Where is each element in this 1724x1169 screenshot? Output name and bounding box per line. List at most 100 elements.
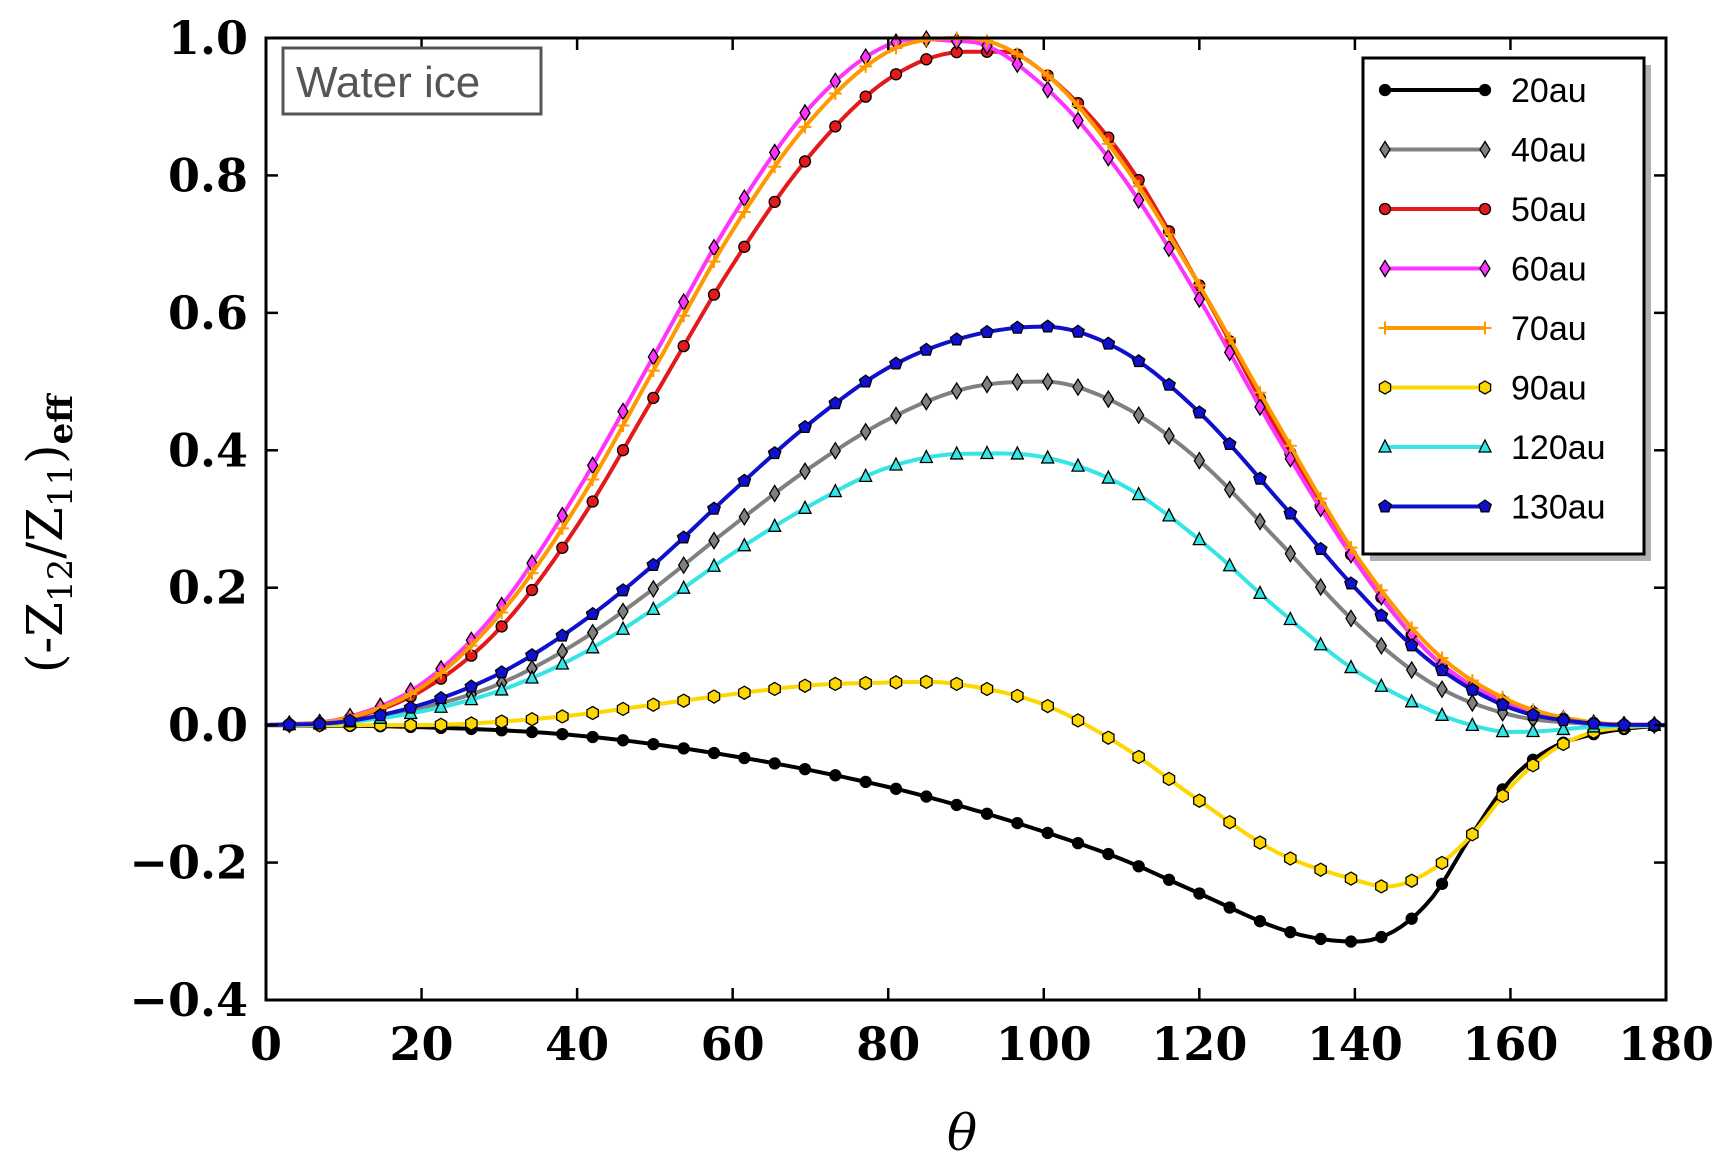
series-marker-20au bbox=[1132, 860, 1145, 873]
legend-label: 60au bbox=[1511, 251, 1587, 289]
series-marker-130au bbox=[858, 374, 873, 388]
series-marker-70au bbox=[434, 666, 448, 680]
series-marker-120au bbox=[1252, 584, 1268, 600]
series-marker-50au bbox=[829, 120, 842, 133]
series-marker-90au bbox=[616, 701, 630, 717]
series-marker-130au bbox=[1344, 576, 1358, 590]
series-marker-70au bbox=[1374, 583, 1388, 597]
y-axis-title-close: ) bbox=[16, 444, 74, 464]
series-marker-60au bbox=[1284, 449, 1297, 468]
series-marker-40au bbox=[1132, 405, 1145, 425]
series-marker-70au bbox=[1101, 137, 1115, 151]
series-marker-120au bbox=[1040, 449, 1055, 464]
series-marker-90au bbox=[1253, 835, 1267, 850]
series-marker-40au bbox=[647, 579, 660, 599]
legend: 20au 40au 50au 60au 70au 90au 120au 130au bbox=[1361, 56, 1651, 561]
legend-label: 40au bbox=[1511, 132, 1587, 170]
annotation-frame bbox=[281, 46, 543, 116]
series-marker-130au bbox=[767, 445, 782, 460]
series-marker-20au bbox=[1344, 935, 1358, 948]
series-marker-40au bbox=[1041, 372, 1054, 391]
series-marker-120au bbox=[797, 499, 813, 514]
series-marker-40au bbox=[890, 406, 902, 425]
series-marker-70au bbox=[404, 687, 418, 701]
series-marker-130au bbox=[434, 690, 448, 705]
series-marker-120au bbox=[1343, 659, 1359, 674]
series-marker-120au bbox=[676, 579, 691, 594]
y-axis-title-mid: /Z bbox=[16, 507, 74, 559]
y-tick-label: 0.0 bbox=[168, 698, 248, 752]
series-marker-130au bbox=[1040, 319, 1055, 333]
legend-marker bbox=[1378, 321, 1392, 335]
legend-item-70au: 70au bbox=[1378, 310, 1587, 348]
series-marker-20au bbox=[768, 757, 781, 770]
series-marker-130au bbox=[889, 356, 903, 370]
series-marker-90au bbox=[434, 717, 448, 733]
series-marker-70au bbox=[1283, 439, 1297, 453]
series-marker-90au bbox=[1496, 788, 1509, 804]
legend-marker bbox=[1478, 321, 1492, 335]
series-marker-120au bbox=[706, 557, 722, 572]
series-marker-120au bbox=[1495, 723, 1510, 738]
series-marker-70au bbox=[586, 473, 600, 487]
series-marker-130au bbox=[1010, 320, 1025, 334]
series-marker-70au bbox=[889, 41, 903, 55]
legend-marker bbox=[1478, 202, 1492, 216]
series-marker-130au bbox=[949, 332, 964, 346]
series-marker-70au bbox=[1162, 228, 1176, 242]
series-marker-90au bbox=[859, 675, 872, 691]
series-marker-130au bbox=[494, 665, 509, 679]
series-marker-120au bbox=[1556, 721, 1571, 736]
series-marker-130au bbox=[980, 324, 994, 339]
series-marker-90au bbox=[1557, 736, 1570, 752]
legend-marker bbox=[1379, 259, 1391, 278]
series-marker-90au bbox=[586, 705, 599, 721]
series-marker-70au bbox=[1344, 541, 1358, 555]
x-tick-label: 40 bbox=[545, 1017, 609, 1071]
series-marker-20au bbox=[1102, 847, 1115, 861]
series-marker-70au bbox=[919, 33, 933, 47]
series-marker-20au bbox=[1011, 816, 1024, 830]
legend-item-120au: 120au bbox=[1377, 429, 1606, 467]
series-marker-130au bbox=[555, 628, 570, 642]
y-tick-label: −0.4 bbox=[129, 973, 248, 1027]
annotation-label: Water ice bbox=[296, 58, 480, 107]
series-marker-120au bbox=[767, 517, 782, 532]
x-tick-label: 160 bbox=[1462, 1017, 1558, 1071]
series-marker-90au bbox=[1405, 873, 1418, 888]
series-marker-120au bbox=[1434, 706, 1450, 721]
series-marker-130au bbox=[373, 707, 388, 722]
series-marker-130au bbox=[464, 679, 479, 693]
series-marker-70au bbox=[616, 419, 630, 433]
series-marker-90au bbox=[465, 716, 478, 731]
legend-item-20au: 20au bbox=[1378, 72, 1587, 110]
series-marker-130au bbox=[798, 419, 812, 434]
series-marker-70au bbox=[859, 59, 873, 73]
series-marker-120au bbox=[524, 669, 540, 684]
series-marker-120au bbox=[1222, 557, 1237, 572]
series-marker-20au bbox=[647, 737, 660, 751]
series-marker-40au bbox=[1072, 377, 1084, 397]
plot-frame bbox=[264, 36, 1668, 1002]
series-marker-60au bbox=[1011, 54, 1024, 74]
y-axis-title-open: (-Z bbox=[16, 602, 74, 673]
series-marker-120au bbox=[1313, 636, 1328, 651]
series-marker-60au bbox=[1193, 289, 1206, 309]
y-axis-title-sub1: 12 bbox=[41, 559, 81, 602]
legend-label: 130au bbox=[1511, 489, 1606, 527]
series-marker-90au bbox=[677, 693, 690, 708]
series-marker-50au bbox=[677, 339, 690, 353]
series-marker-120au bbox=[1374, 677, 1389, 692]
series-marker-90au bbox=[768, 681, 781, 697]
series-marker-70au bbox=[707, 254, 721, 268]
series-marker-130au bbox=[1374, 608, 1389, 622]
series-marker-20au bbox=[525, 725, 539, 739]
legend-marker bbox=[1377, 438, 1393, 453]
series-marker-70au bbox=[737, 205, 751, 219]
series-marker-90au bbox=[495, 714, 508, 729]
series-marker-20au bbox=[556, 728, 569, 741]
series-marker-40au bbox=[768, 484, 781, 503]
series-marker-70au bbox=[828, 87, 842, 101]
series-layer bbox=[265, 29, 1667, 948]
